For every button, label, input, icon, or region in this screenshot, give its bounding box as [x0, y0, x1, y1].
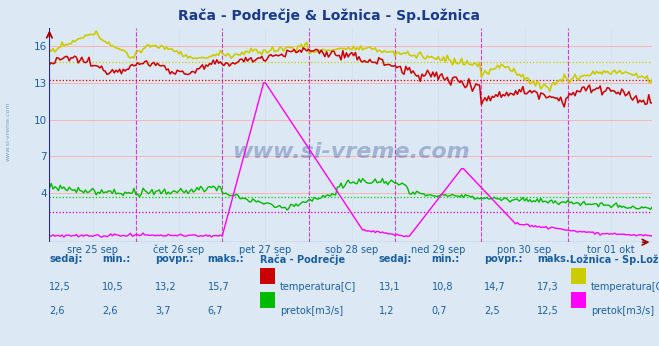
Text: www.si-vreme.com: www.si-vreme.com	[232, 142, 470, 162]
Text: 17,3: 17,3	[537, 282, 559, 292]
Text: pretok[m3/s]: pretok[m3/s]	[280, 306, 343, 316]
Text: 6,7: 6,7	[208, 306, 223, 316]
Text: 2,5: 2,5	[484, 306, 500, 316]
Text: min.:: min.:	[102, 254, 130, 264]
Text: 10,8: 10,8	[432, 282, 453, 292]
Text: temperatura[C]: temperatura[C]	[591, 282, 659, 292]
Text: 2,6: 2,6	[49, 306, 65, 316]
Text: 10,5: 10,5	[102, 282, 124, 292]
Text: min.:: min.:	[432, 254, 460, 264]
Text: 0,7: 0,7	[432, 306, 447, 316]
Text: 12,5: 12,5	[49, 282, 71, 292]
Text: www.si-vreme.com: www.si-vreme.com	[5, 102, 11, 161]
Text: sedaj:: sedaj:	[379, 254, 413, 264]
Text: sedaj:: sedaj:	[49, 254, 83, 264]
Text: 15,7: 15,7	[208, 282, 229, 292]
Text: 13,2: 13,2	[155, 282, 177, 292]
Text: 3,7: 3,7	[155, 306, 171, 316]
Text: Rača - Podrečje & Ložnica - Sp.Ložnica: Rača - Podrečje & Ložnica - Sp.Ložnica	[179, 9, 480, 23]
Text: 2,6: 2,6	[102, 306, 118, 316]
Text: maks.:: maks.:	[208, 254, 244, 264]
Text: pretok[m3/s]: pretok[m3/s]	[591, 306, 654, 316]
Text: 13,1: 13,1	[379, 282, 401, 292]
Text: Ložnica - Sp.Ložnica: Ložnica - Sp.Ložnica	[570, 254, 659, 265]
Text: Rača - Podrečje: Rača - Podrečje	[260, 254, 345, 265]
Text: 14,7: 14,7	[484, 282, 506, 292]
Text: povpr.:: povpr.:	[484, 254, 523, 264]
Text: temperatura[C]: temperatura[C]	[280, 282, 357, 292]
Text: povpr.:: povpr.:	[155, 254, 193, 264]
Text: 1,2: 1,2	[379, 306, 395, 316]
Text: maks.:: maks.:	[537, 254, 574, 264]
Text: 12,5: 12,5	[537, 306, 559, 316]
